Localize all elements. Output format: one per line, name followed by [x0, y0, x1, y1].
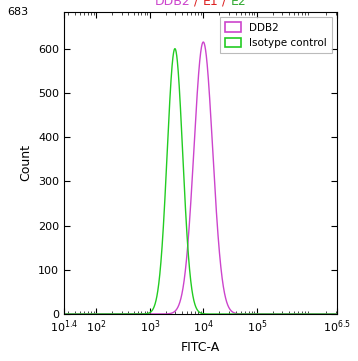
Legend: DDB2, Isotype control: DDB2, Isotype control: [220, 17, 332, 53]
Text: DDB2: DDB2: [155, 0, 190, 8]
Text: E2: E2: [231, 0, 247, 8]
Y-axis label: Count: Count: [20, 144, 33, 182]
X-axis label: FITC-A: FITC-A: [181, 341, 220, 354]
Text: 683: 683: [8, 7, 29, 17]
Text: /: /: [190, 0, 203, 8]
Text: /: /: [218, 0, 231, 8]
Text: E1: E1: [203, 0, 218, 8]
